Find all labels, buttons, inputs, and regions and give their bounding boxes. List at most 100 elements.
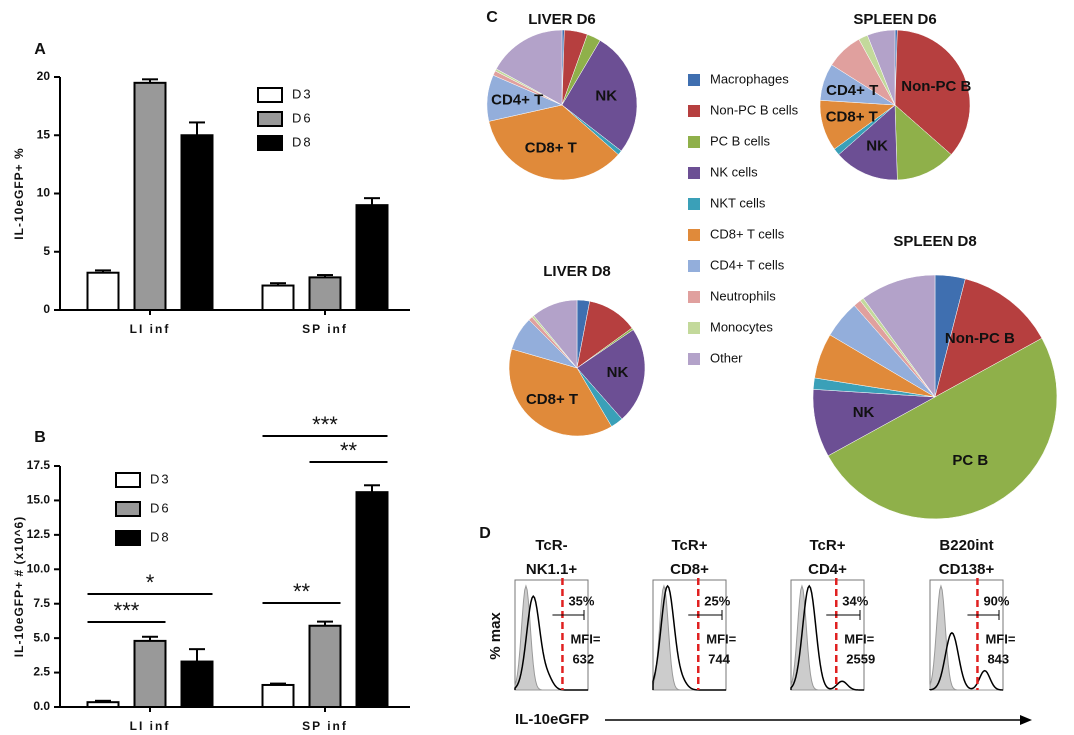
legend-swatch (688, 291, 700, 303)
legend-swatch (688, 198, 700, 210)
slice-label: PC B (952, 452, 988, 469)
bar (355, 204, 389, 311)
sample-histogram (929, 631, 1004, 691)
pie-slice (576, 329, 646, 420)
legend-label: D8 (292, 134, 313, 149)
significance-label: ** (293, 579, 311, 604)
bar (86, 271, 120, 311)
legend-label: D6 (150, 500, 171, 515)
sample-histogram (652, 584, 726, 691)
y-tick-label: 15 (37, 127, 51, 141)
y-axis-label: % max (487, 612, 504, 660)
slice-label: NK (853, 404, 875, 421)
sample-histogram (514, 594, 588, 691)
legend-label: D3 (150, 471, 171, 486)
slice-label: CD8+ T (525, 140, 577, 157)
x-tick-label: SP inf (302, 322, 348, 336)
y-tick-label: 7.5 (33, 596, 50, 610)
legend-swatch (688, 136, 700, 148)
panel-label: B (34, 429, 46, 446)
legend-swatch (257, 135, 283, 151)
gate-percent: 35% (568, 593, 594, 608)
bar (133, 639, 167, 709)
legend-swatch (688, 260, 700, 272)
control-histogram (790, 584, 864, 691)
slice-label: CD4+ T (491, 92, 543, 109)
plot-title: TcR+ (810, 537, 846, 554)
slice-label: NK (595, 88, 617, 105)
pie-slice (488, 104, 619, 181)
gate-percent: 25% (704, 593, 730, 608)
y-tick-label: 20 (37, 69, 51, 83)
y-tick-label: 5.0 (33, 630, 50, 644)
pie-slice (533, 299, 578, 369)
plot-title: CD138+ (939, 561, 995, 578)
legend-label: Monocytes (710, 319, 773, 334)
y-tick-label: 12.5 (27, 527, 51, 541)
pie-slice (934, 278, 1043, 398)
mfi-prefix: MFI= (570, 631, 600, 646)
legend-label: CD4+ T cells (710, 257, 785, 272)
plot-title: B220int (939, 537, 993, 554)
pie-slice (838, 104, 898, 181)
legend-swatch (688, 74, 700, 86)
slice-label: CD4+ T (826, 82, 878, 99)
mfi-prefix: MFI= (844, 631, 874, 646)
legend-swatch (115, 530, 141, 546)
pie-slice (867, 29, 896, 106)
legend-label: D3 (292, 86, 313, 101)
legend-swatch (688, 167, 700, 179)
bar (133, 81, 167, 311)
bar (308, 276, 342, 312)
legend-swatch (257, 87, 283, 103)
sample-histogram (790, 584, 865, 691)
legend-label: NKT cells (710, 195, 766, 210)
y-tick-label: 17.5 (27, 458, 51, 472)
legend-label: CD8+ T cells (710, 226, 785, 241)
bar (86, 701, 120, 708)
plot-title: CD8+ (670, 561, 709, 578)
x-tick-label: LI inf (130, 719, 171, 733)
bar (261, 683, 295, 708)
y-tick-label: 0.0 (33, 699, 50, 713)
arrow-head (1020, 715, 1032, 725)
slice-label: Non-PC B (945, 330, 1015, 347)
slice-label: Non-PC B (901, 78, 971, 95)
y-axis-label: IL-10eGFP+ # (x10^6) (12, 516, 26, 657)
significance-label: * (146, 570, 155, 595)
legend-label: Macrophages (710, 71, 789, 86)
pie-title: SPLEEN D6 (853, 11, 936, 28)
plot-title: CD4+ (808, 561, 847, 578)
plot-title: TcR- (535, 537, 567, 554)
mfi-value: 632 (572, 651, 594, 666)
pie-title: SPLEEN D8 (893, 233, 976, 250)
legend-swatch (688, 353, 700, 365)
gate-percent: 90% (983, 593, 1009, 608)
legend-label: Neutrophils (710, 288, 776, 303)
mfi-prefix: MFI= (985, 631, 1015, 646)
mfi-value: 2559 (846, 651, 875, 666)
x-tick-label: LI inf (130, 322, 171, 336)
significance-label: ** (340, 438, 358, 463)
slice-label: NK (866, 137, 888, 154)
panel-label: D (479, 525, 491, 542)
slice-label: NK (607, 364, 629, 381)
legend-swatch (688, 229, 700, 241)
pie-slice (894, 29, 971, 155)
significance-label: *** (114, 598, 140, 623)
pie-slice (561, 40, 638, 152)
pie-slice (495, 29, 563, 106)
mfi-value: 843 (987, 651, 1009, 666)
legend-label: PC B cells (710, 133, 770, 148)
bar (180, 134, 214, 311)
legend-swatch (115, 501, 141, 517)
x-axis-label: IL-10eGFP (515, 711, 589, 728)
slice-label: CD8+ T (826, 109, 878, 126)
legend-swatch (688, 322, 700, 334)
x-tick-label: SP inf (302, 719, 348, 733)
y-axis-label: IL-10eGFP+ % (12, 147, 26, 239)
y-tick-label: 5 (43, 244, 50, 258)
legend-swatch (688, 105, 700, 117)
y-tick-label: 2.5 (33, 665, 50, 679)
